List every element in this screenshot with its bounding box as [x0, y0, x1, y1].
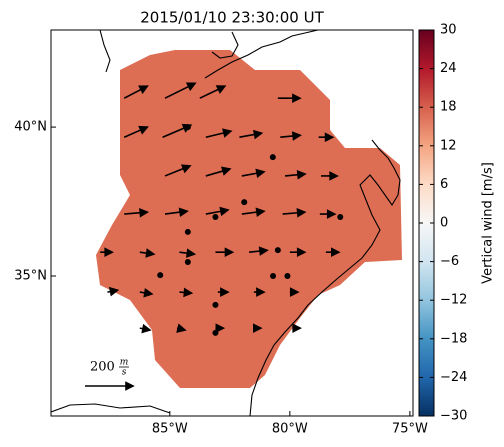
wind-arrow: [139, 288, 154, 298]
wind-arrow: [179, 248, 197, 258]
station: [212, 301, 219, 308]
wind-arrow: [107, 286, 120, 297]
reference-unit-den: s: [122, 368, 127, 378]
wind-arrow: [318, 132, 335, 143]
station: [157, 272, 164, 279]
wind-arrow: [124, 208, 150, 218]
station: [270, 273, 277, 280]
station: [212, 329, 219, 336]
reference-unit-num: m: [120, 358, 129, 368]
colorbar-tick-label: −18: [440, 331, 467, 346]
wind-arrow: [292, 323, 302, 333]
station: [274, 247, 281, 254]
wind-arrow: [176, 323, 187, 333]
wind-arrow: [325, 247, 341, 257]
station: [184, 259, 191, 266]
station: [212, 214, 219, 221]
wind-arrow: [248, 246, 269, 256]
wind-arrow: [164, 82, 197, 99]
station: [241, 199, 248, 206]
wind-arrow: [205, 128, 233, 138]
wind-arrow: [205, 206, 230, 217]
station: [184, 124, 191, 131]
wind-arrow: [239, 129, 264, 140]
colorbar-tick-label: −6: [440, 254, 459, 269]
wind-arrow: [282, 208, 307, 218]
reference-value: 200: [90, 360, 115, 375]
wind-arrow: [139, 323, 152, 334]
wind-arrow: [100, 247, 114, 257]
colorbar-tick-label: 0: [440, 216, 448, 231]
wind-arrow: [215, 323, 226, 333]
colorbar-tick-label: 24: [440, 61, 457, 76]
station: [269, 154, 276, 161]
data-region: [96, 50, 402, 388]
wind-arrow: [289, 247, 307, 257]
colorbar-tick-label: −12: [440, 293, 467, 308]
title: 2015/01/10 23:30:00 UT: [140, 9, 324, 27]
colorbar-tick-label: 18: [440, 100, 457, 115]
station: [284, 273, 291, 280]
wind-arrow: [179, 287, 194, 298]
wind-arrow: [85, 381, 135, 391]
colorbar-tick-label: 12: [440, 138, 457, 153]
wind-arrow: [284, 169, 307, 180]
wind-arrow: [123, 125, 149, 138]
colorbar-label: Vertical wind [m/s]: [481, 162, 496, 284]
wind-arrow: [164, 164, 192, 177]
wind-arrow: [241, 168, 266, 178]
wind-arrow: [277, 93, 302, 103]
wind-arrow: [319, 209, 337, 219]
wind-arrow: [217, 287, 230, 297]
wind-arrow: [253, 323, 263, 333]
wind-arrow: [289, 287, 300, 297]
map-frame: [50, 29, 414, 417]
coastline: [211, 31, 239, 59]
y-tick-label: 35°N: [14, 269, 47, 284]
coastline: [51, 403, 171, 414]
colorbar-tick-label: 30: [440, 23, 457, 38]
wind-arrow: [205, 166, 232, 177]
x-tick-label: 75°W: [392, 422, 428, 437]
colorbar-tick-label: −24: [440, 370, 467, 385]
wind-arrow: [199, 85, 227, 99]
x-tick-label: 80°W: [272, 422, 308, 437]
coastline: [249, 139, 401, 416]
station: [337, 214, 344, 221]
wind-arrow: [321, 171, 339, 181]
wind-arrow: [123, 85, 149, 99]
wind-arrow: [164, 207, 189, 217]
wind-arrow: [253, 287, 266, 297]
colorbar-tick-label: 6: [440, 177, 448, 192]
wind-arrow: [241, 207, 266, 217]
x-tick-label: 85°W: [152, 422, 188, 437]
y-tick-label: 40°N: [14, 120, 47, 135]
coastline: [99, 30, 111, 73]
wind-arrow: [280, 131, 302, 141]
station: [184, 228, 191, 235]
wind-arrow: [139, 248, 156, 258]
map: [51, 30, 402, 416]
colorbar-tick-label: −30: [440, 409, 467, 424]
wind-arrow: [215, 247, 235, 257]
coastline: [204, 30, 319, 79]
